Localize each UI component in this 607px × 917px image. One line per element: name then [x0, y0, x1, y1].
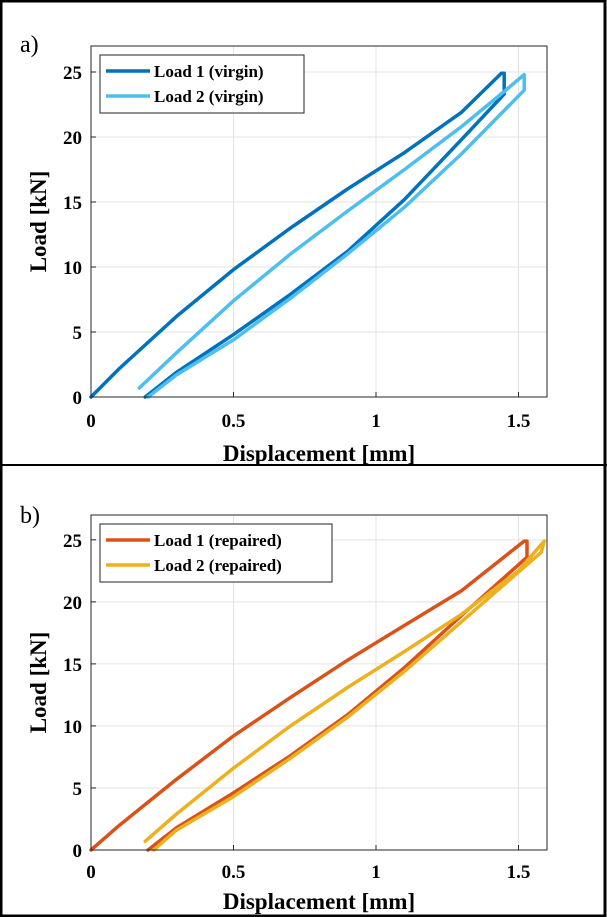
y-tick-label: 0: [73, 841, 83, 862]
y-tick-label: 15: [63, 193, 82, 214]
legend: Load 1 (virgin) Load 2 (virgin): [99, 54, 305, 114]
x-axis-label: Displacement [mm]: [223, 441, 415, 466]
y-tick-label: 25: [63, 531, 82, 552]
x-tick-label: 1.5: [507, 862, 531, 883]
chart-panel-a: 0 0.5 1 1.5 0 5 10 15 20 25 Displacement [mm] Load …: [20, 32, 548, 466]
legend-box: [99, 523, 333, 583]
chart-panel-b: 0 0.5 1 1.5 0 5 10 15 20 25 Displacement [mm] Load …: [20, 503, 548, 914]
series-line-1: [89, 71, 506, 399]
y-tick-label: 5: [73, 779, 83, 800]
y-tick-label: 10: [63, 717, 82, 738]
axes-box: [90, 45, 548, 398]
legend-box: [99, 54, 305, 114]
x-tick-label: 0.5: [222, 862, 246, 883]
y-tick-label: 25: [63, 63, 82, 84]
y-tick-label: 0: [73, 388, 83, 409]
y-axis-label: Load [kN]: [26, 632, 51, 734]
legend-entry-2: Load 2 (virgin): [154, 87, 264, 106]
y-tick-label: 10: [63, 258, 82, 279]
legend-entry-2: Load 2 (repaired): [154, 556, 282, 575]
series-line-2: [143, 539, 546, 852]
panel-label: a): [20, 32, 39, 58]
x-tick-label: 1.5: [507, 411, 531, 432]
x-tick-label: 0.5: [222, 411, 246, 432]
y-tick-label: 20: [63, 593, 82, 614]
y-axis-label: Load [kN]: [26, 171, 51, 273]
x-tick-label: 1: [371, 862, 381, 883]
legend-entry-1: Load 1 (virgin): [154, 62, 264, 81]
y-tick-label: 20: [63, 128, 82, 149]
legend: Load 1 (repaired) Load 2 (repaired): [99, 523, 333, 583]
x-axis-label: Displacement [mm]: [223, 889, 415, 914]
y-tick-label: 5: [73, 323, 83, 344]
series-line-2: [137, 72, 526, 399]
panel-label: b): [20, 503, 40, 529]
axes-box: [90, 514, 548, 851]
series-line-1: [89, 539, 529, 852]
x-tick-label: 0: [86, 862, 96, 883]
y-tick-label: 15: [63, 655, 82, 676]
legend-entry-1: Load 1 (repaired): [154, 531, 282, 550]
x-tick-label: 0: [86, 411, 96, 432]
x-tick-label: 1: [371, 411, 381, 432]
